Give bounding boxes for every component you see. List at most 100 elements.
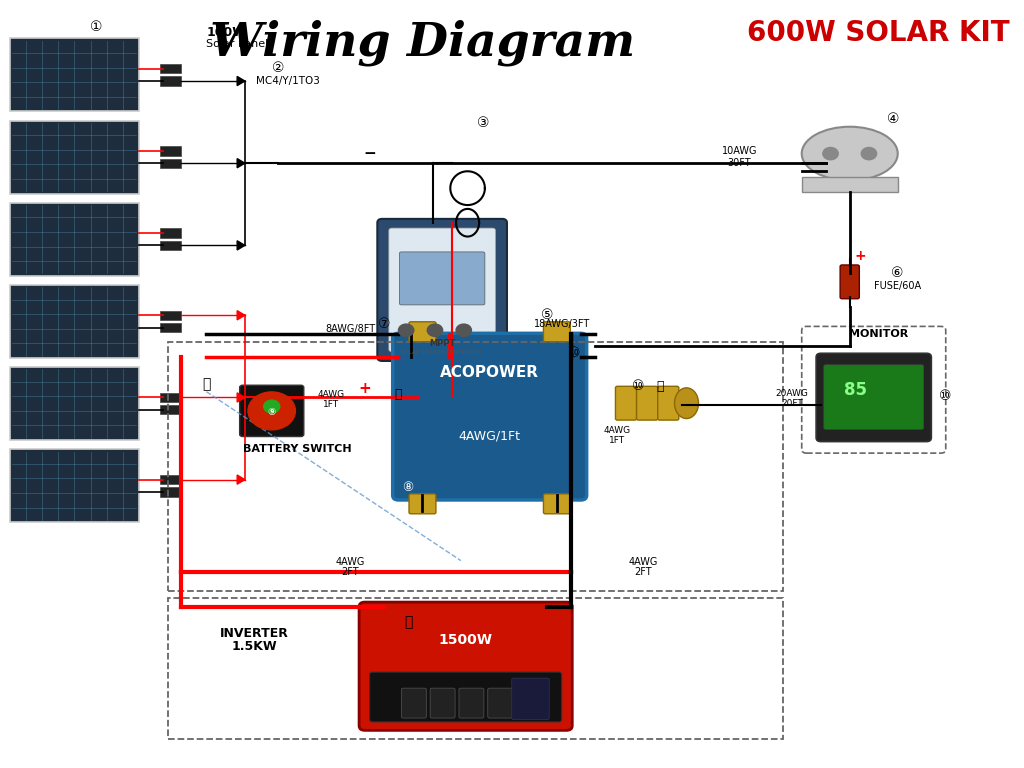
Text: 20AWG: 20AWG — [776, 389, 809, 399]
Text: 600W SOLAR KIT: 600W SOLAR KIT — [748, 19, 1010, 47]
Text: 4AWG: 4AWG — [629, 557, 658, 568]
FancyBboxPatch shape — [802, 177, 898, 192]
Polygon shape — [238, 310, 245, 319]
FancyBboxPatch shape — [615, 386, 637, 420]
FancyBboxPatch shape — [389, 228, 496, 352]
Text: MC4/Y/1TO3: MC4/Y/1TO3 — [256, 75, 319, 86]
Text: 2FT: 2FT — [342, 567, 359, 578]
FancyBboxPatch shape — [823, 365, 924, 429]
FancyBboxPatch shape — [459, 688, 484, 718]
Text: 4AWG: 4AWG — [317, 390, 345, 399]
FancyBboxPatch shape — [430, 688, 455, 718]
FancyBboxPatch shape — [409, 494, 436, 514]
FancyBboxPatch shape — [161, 241, 181, 250]
FancyBboxPatch shape — [161, 65, 181, 74]
Text: 10AWG: 10AWG — [722, 146, 757, 156]
Text: 1FT: 1FT — [324, 400, 339, 409]
FancyBboxPatch shape — [370, 672, 562, 722]
FancyBboxPatch shape — [487, 688, 513, 718]
FancyBboxPatch shape — [840, 265, 859, 299]
Circle shape — [248, 392, 296, 430]
Text: 1.5KW: 1.5KW — [231, 641, 278, 653]
FancyBboxPatch shape — [161, 488, 181, 497]
FancyBboxPatch shape — [9, 121, 139, 194]
Text: ⑩: ⑩ — [568, 346, 581, 360]
FancyBboxPatch shape — [359, 602, 572, 730]
FancyBboxPatch shape — [9, 367, 139, 440]
Text: ⑫: ⑫ — [203, 377, 211, 391]
Text: 20FT: 20FT — [781, 399, 803, 409]
FancyBboxPatch shape — [161, 229, 181, 238]
Text: Solar Panel: Solar Panel — [207, 38, 268, 49]
Polygon shape — [238, 393, 245, 402]
Circle shape — [398, 324, 414, 336]
FancyBboxPatch shape — [161, 406, 181, 415]
Text: Wiring Diagram: Wiring Diagram — [210, 19, 635, 66]
Text: ⑩: ⑩ — [632, 379, 645, 393]
Text: 85: 85 — [844, 381, 866, 399]
Circle shape — [823, 147, 839, 160]
Circle shape — [861, 147, 877, 160]
FancyBboxPatch shape — [9, 285, 139, 358]
Text: ⑦: ⑦ — [378, 317, 390, 331]
FancyBboxPatch shape — [544, 322, 570, 342]
Text: ①: ① — [90, 20, 102, 34]
Text: FUSE/60A: FUSE/60A — [874, 281, 922, 292]
Text: ⑪: ⑪ — [656, 380, 665, 392]
Text: +: + — [854, 249, 866, 263]
FancyBboxPatch shape — [401, 688, 426, 718]
FancyBboxPatch shape — [9, 449, 139, 522]
Text: ACOPOWER: ACOPOWER — [440, 365, 540, 380]
FancyBboxPatch shape — [657, 386, 679, 420]
Text: SOLAR CHARGE CONTROLLER: SOLAR CHARGE CONTROLLER — [401, 350, 483, 355]
FancyBboxPatch shape — [377, 219, 507, 361]
Text: ②: ② — [272, 61, 285, 74]
Text: BATTERY SWITCH: BATTERY SWITCH — [244, 444, 352, 455]
FancyBboxPatch shape — [161, 159, 181, 168]
Ellipse shape — [675, 388, 698, 419]
Text: ④: ④ — [887, 112, 899, 126]
Ellipse shape — [802, 127, 898, 180]
FancyBboxPatch shape — [637, 386, 657, 420]
Circle shape — [456, 324, 471, 336]
FancyBboxPatch shape — [9, 38, 139, 111]
Text: 30FT: 30FT — [727, 157, 752, 167]
Polygon shape — [238, 77, 245, 86]
Polygon shape — [238, 159, 245, 168]
Text: 2FT: 2FT — [635, 567, 652, 578]
FancyBboxPatch shape — [161, 323, 181, 332]
Polygon shape — [238, 475, 245, 485]
FancyBboxPatch shape — [161, 475, 181, 485]
Text: 1500W: 1500W — [438, 633, 493, 647]
FancyBboxPatch shape — [9, 203, 139, 276]
Polygon shape — [238, 241, 245, 250]
Text: MPPT: MPPT — [429, 339, 456, 348]
FancyBboxPatch shape — [161, 77, 181, 86]
FancyBboxPatch shape — [392, 333, 587, 500]
Text: 100W: 100W — [207, 26, 247, 38]
Text: ⑩: ⑩ — [939, 389, 952, 402]
Text: 1FT: 1FT — [609, 435, 626, 445]
FancyBboxPatch shape — [161, 393, 181, 402]
Text: ⑥: ⑥ — [892, 266, 904, 280]
Text: 4AWG: 4AWG — [604, 425, 631, 435]
Text: 4AWG: 4AWG — [336, 557, 366, 568]
FancyBboxPatch shape — [399, 252, 485, 305]
FancyBboxPatch shape — [409, 322, 436, 342]
Text: 18AWG/3FT: 18AWG/3FT — [534, 319, 590, 329]
Text: ③: ③ — [477, 116, 489, 130]
FancyBboxPatch shape — [816, 353, 932, 442]
Circle shape — [264, 400, 280, 413]
Text: 4AWG/1Ft: 4AWG/1Ft — [459, 429, 520, 442]
Text: +: + — [358, 381, 372, 396]
Text: 8AWG/8FT: 8AWG/8FT — [326, 323, 376, 334]
FancyBboxPatch shape — [544, 494, 570, 514]
Text: ⑧: ⑧ — [402, 482, 414, 494]
Circle shape — [427, 324, 442, 336]
FancyBboxPatch shape — [161, 310, 181, 319]
Text: ⑤: ⑤ — [541, 308, 554, 322]
FancyBboxPatch shape — [240, 386, 304, 436]
FancyBboxPatch shape — [161, 146, 181, 155]
Text: INVERTER: INVERTER — [220, 627, 289, 640]
Text: ⑨: ⑨ — [267, 407, 275, 418]
